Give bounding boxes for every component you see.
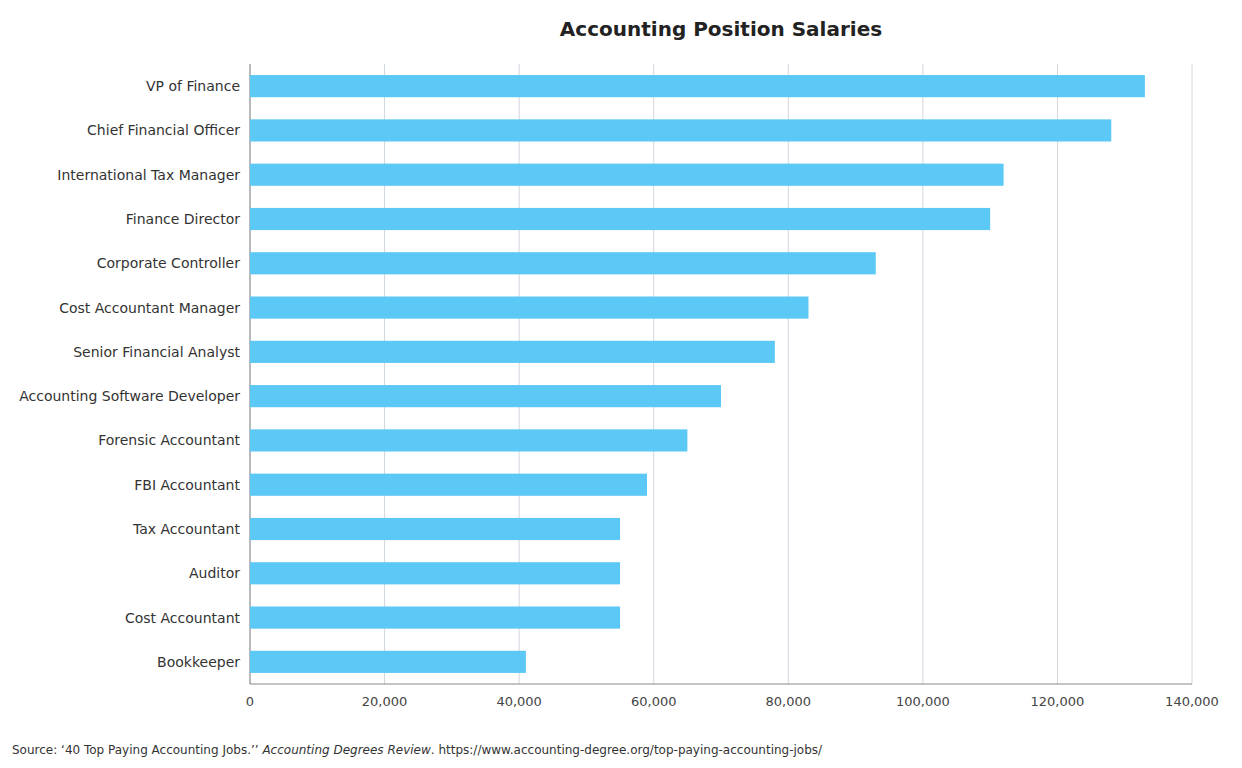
bar [250, 651, 526, 673]
source-part: Accounting Degrees Review [261, 743, 431, 757]
y-tick-labels: VP of Finance Chief Financial Officer Inte… [19, 78, 240, 670]
y-tick-label: Accounting Software Developer [19, 388, 240, 404]
x-tick-label: 100,000 [896, 694, 950, 709]
bar [250, 119, 1111, 141]
grid-line [384, 64, 385, 684]
chart-svg: Accounting Position Salaries 0 20,000 40,00… [0, 0, 1242, 768]
x-tick-label: 120,000 [1031, 694, 1085, 709]
x-tick-labels: 0 20,000 40,000 60,000 80,000 100,000 120,000 1… [246, 694, 1219, 709]
y-tick-label: VP of Finance [146, 78, 240, 94]
grid-line [250, 64, 251, 684]
grid-line [1057, 64, 1058, 684]
bar [250, 474, 647, 496]
bar [250, 607, 620, 629]
grid [250, 64, 1192, 684]
y-tick-label: Chief Financial Officer [87, 122, 240, 138]
bar [250, 341, 775, 363]
y-tick-label: Corporate Controller [97, 255, 241, 271]
x-axis-line [250, 684, 1192, 685]
grid-line [653, 64, 654, 684]
x-tick-label: 140,000 [1165, 694, 1219, 709]
y-tick-label: International Tax Manager [57, 167, 240, 183]
y-axis-line [250, 64, 251, 684]
source-note: Source: ‘40 Top Paying Accounting Jobs.’… [12, 743, 823, 757]
y-tick-label: Tax Accountant [132, 521, 241, 537]
bar [250, 518, 620, 540]
source-part: . https://www.accounting-degree.org/top-… [431, 743, 823, 757]
y-tick-label: FBI Accountant [134, 477, 240, 493]
bar [250, 252, 876, 274]
title: Accounting Position Salaries [560, 17, 882, 41]
bars [250, 75, 1145, 673]
grid-line [922, 64, 923, 684]
bar [250, 208, 990, 230]
chart-container: Accounting Position Salaries 0 20,000 40,00… [0, 0, 1242, 768]
bar [250, 562, 620, 584]
y-tick-label: Cost Accountant [125, 610, 241, 626]
x-tick-label: 40,000 [496, 694, 542, 709]
y-tick-label: Cost Accountant Manager [59, 300, 240, 316]
x-tick-label: 80,000 [766, 694, 812, 709]
y-tick-label: Bookkeeper [157, 654, 240, 670]
bar [250, 75, 1145, 97]
bar [250, 297, 808, 319]
grid-line [788, 64, 789, 684]
x-tick-label: 0 [246, 694, 254, 709]
bar [250, 429, 687, 451]
y-tick-label: Auditor [189, 565, 240, 581]
grid-line [519, 64, 520, 684]
y-tick-label: Senior Financial Analyst [73, 344, 240, 360]
bar [250, 385, 721, 407]
source-part: Source: ‘40 Top Paying Accounting Jobs.’… [12, 743, 262, 757]
y-tick-label: Forensic Accountant [98, 432, 240, 448]
y-tick-label: Finance Director [126, 211, 240, 227]
bar [250, 164, 1004, 186]
x-tick-label: 60,000 [631, 694, 677, 709]
grid-line [1192, 64, 1193, 684]
x-tick-label: 20,000 [362, 694, 408, 709]
